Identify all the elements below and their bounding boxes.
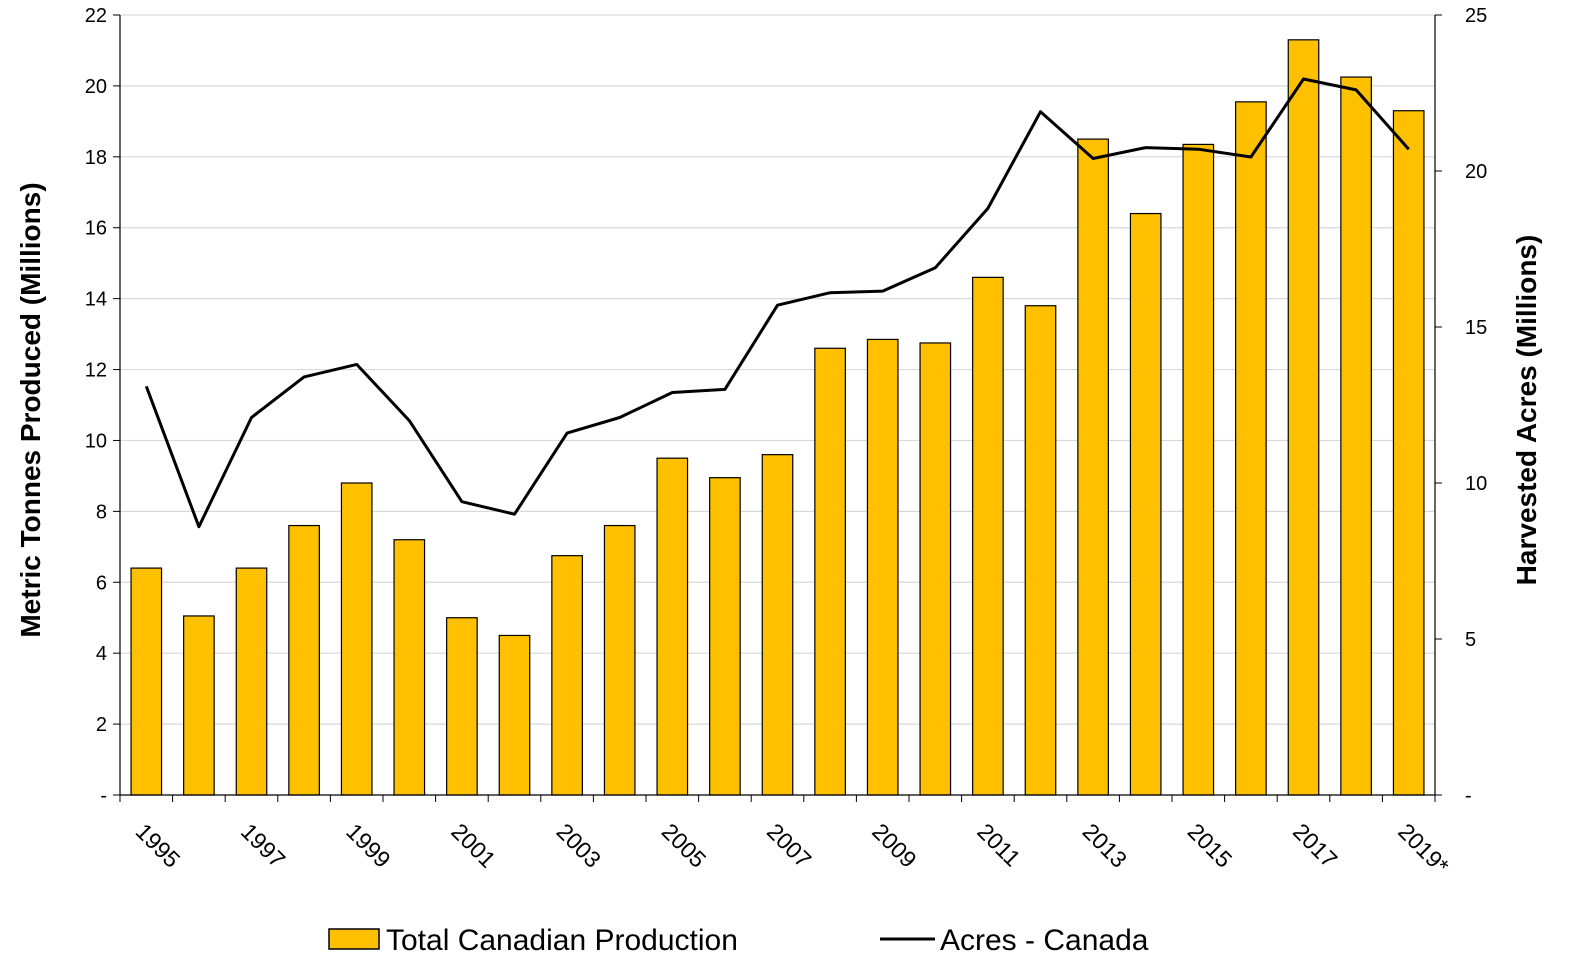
production-bar — [814, 347, 846, 796]
y2-tick-label: 15 — [1465, 317, 1487, 339]
x-tick-label: 1997 — [236, 818, 291, 873]
y-tick-label: 8 — [96, 501, 107, 523]
production-bar — [603, 524, 636, 796]
acres-line — [144, 77, 1410, 529]
acres-line-layer — [144, 77, 1410, 529]
production-bar — [1235, 101, 1267, 796]
y-tick-label: 6 — [96, 572, 107, 594]
production-bar — [183, 615, 215, 796]
production-bar — [235, 567, 268, 796]
production-bar — [1392, 110, 1425, 796]
production-bar — [656, 457, 689, 796]
y-tick-label: 16 — [85, 218, 107, 240]
y-tick-label: - — [100, 785, 107, 807]
y-tick-label: 18 — [85, 147, 107, 169]
legend-swatch-bar — [328, 928, 380, 950]
y-tick-label: 2 — [96, 714, 107, 736]
production-bar — [1129, 212, 1162, 796]
x-tick-label: 2011 — [972, 818, 1025, 871]
production-bar — [288, 524, 320, 796]
x-tick-label: 2017 — [1288, 818, 1343, 873]
axes — [113, 14, 1442, 802]
y2-tick-label: - — [1465, 785, 1472, 807]
production-bar — [130, 567, 163, 796]
y-tick-label: 20 — [85, 76, 107, 98]
y2-tick-label: 5 — [1465, 629, 1476, 651]
production-bar — [1024, 305, 1057, 796]
production-bar — [551, 555, 583, 796]
y-tick-label: 10 — [85, 430, 107, 452]
x-tick-label: 2013 — [1078, 818, 1133, 873]
production-bar — [761, 454, 794, 796]
x-tick-label: 1995 — [131, 818, 186, 873]
y-tick-label: 12 — [85, 360, 107, 382]
production-bar — [393, 539, 426, 796]
legend-label-acres: Acres - Canada — [940, 924, 1149, 957]
x-tick-label: 2019* — [1393, 818, 1454, 879]
y-tick-label: 14 — [85, 289, 107, 311]
y-tick-label: 22 — [85, 5, 107, 27]
production-bar — [866, 338, 899, 796]
x-tick-label: 2003 — [552, 818, 607, 873]
production-bar — [498, 634, 531, 796]
production-bar — [1077, 138, 1109, 796]
production-bar — [972, 276, 1004, 796]
y2-tick-label: 20 — [1465, 161, 1487, 183]
x-tick-label: 2007 — [762, 818, 817, 873]
production-bar — [1182, 143, 1215, 796]
production-bar — [1287, 39, 1320, 796]
x-tick-label: 2005 — [657, 818, 712, 873]
y2-tick-label: 10 — [1465, 473, 1487, 495]
production-bar — [919, 342, 952, 796]
y-tick-label: 4 — [96, 643, 107, 665]
legend-label-production: Total Canadian Production — [386, 924, 738, 957]
legend: Total Canadian Production Acres - Canada — [328, 924, 1149, 957]
x-tick-label: 2015 — [1183, 818, 1238, 873]
production-bar — [340, 482, 373, 796]
y2-tick-label: 25 — [1465, 5, 1487, 27]
y2-axis-title: Harvested Acres (Millions) — [1511, 235, 1542, 586]
x-tick-label: 2009 — [867, 818, 922, 873]
y-axis-title: Metric Tonnes Produced (Millions) — [15, 182, 46, 637]
production-bar — [1340, 76, 1372, 796]
production-bar — [709, 477, 741, 796]
x-tick-label: 2001 — [446, 818, 501, 873]
x-tick-label: 1999 — [341, 818, 396, 873]
production-bar — [446, 617, 478, 796]
